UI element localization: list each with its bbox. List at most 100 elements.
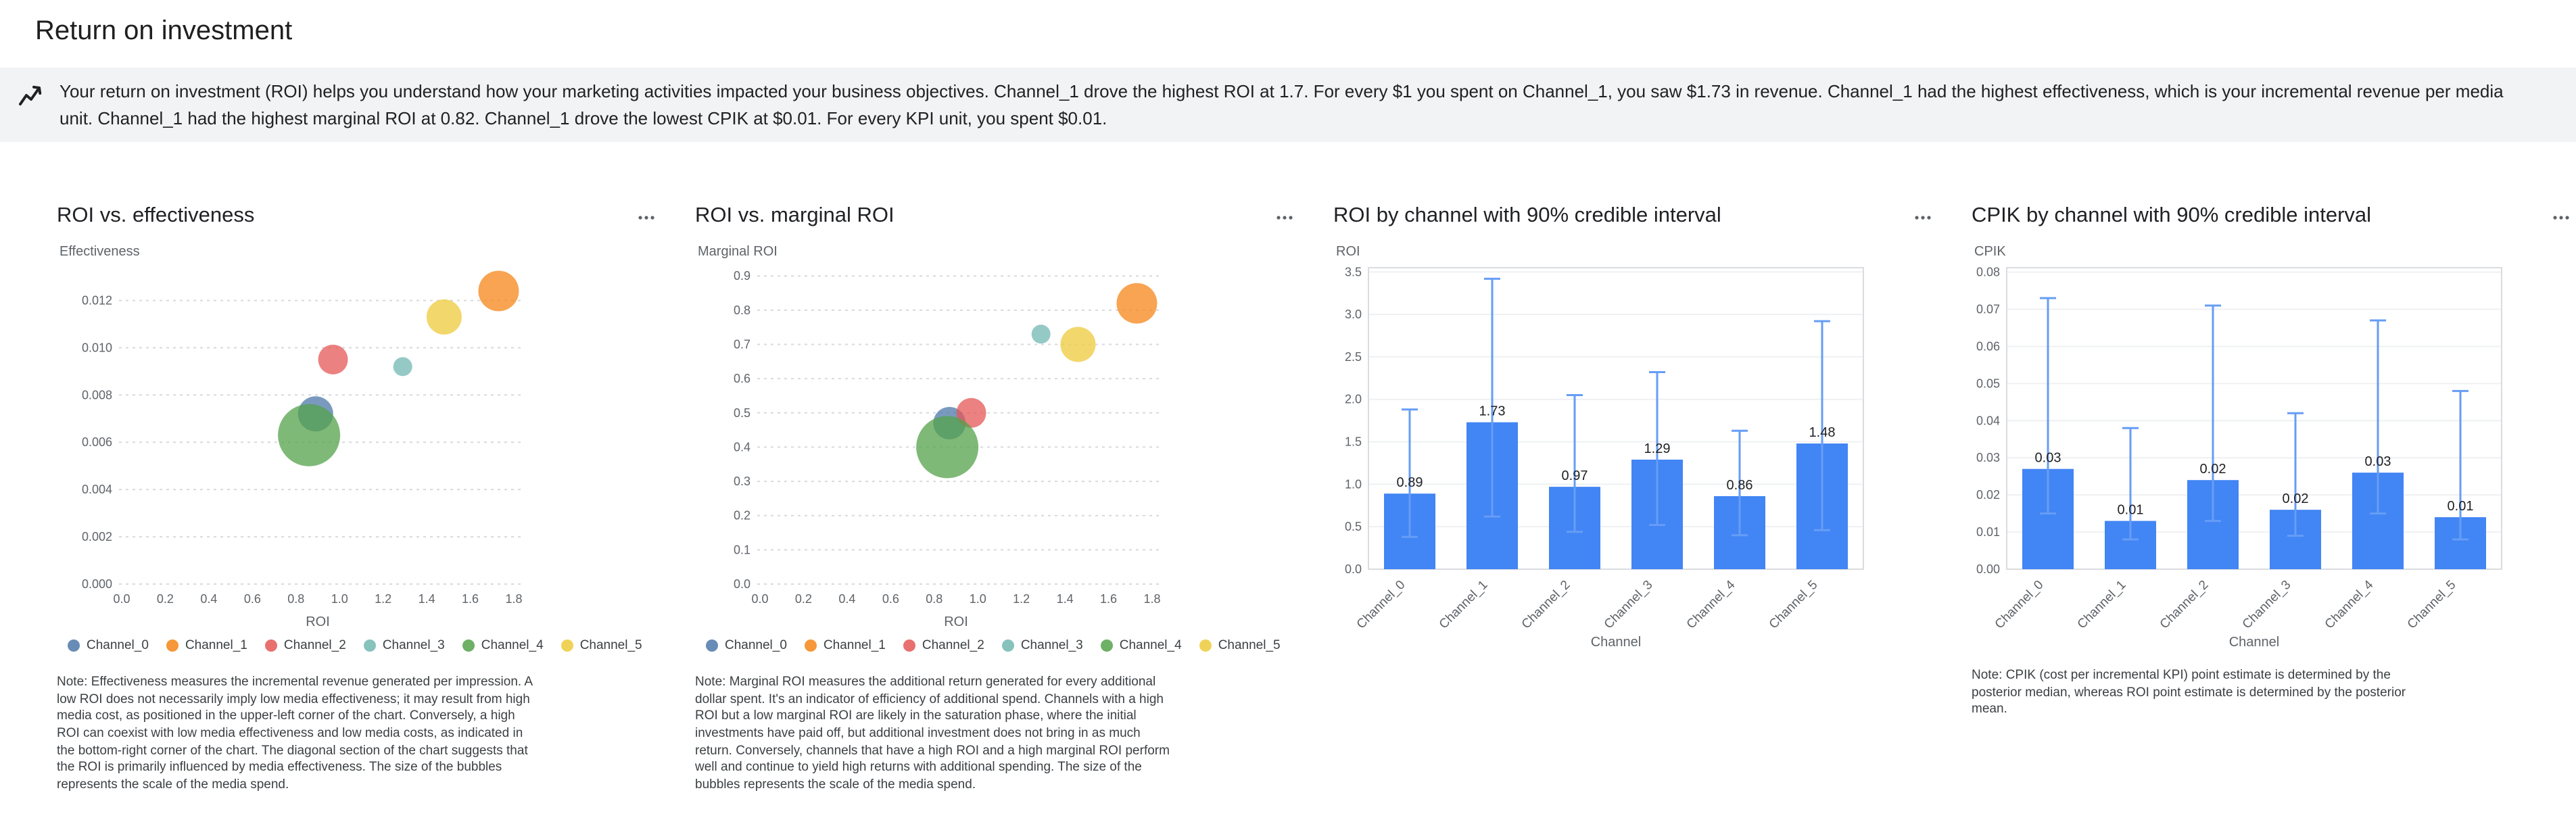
chart-note: Note: CPIK (cost per incremental KPI) po… bbox=[1972, 668, 2406, 717]
svg-text:1.0: 1.0 bbox=[1345, 477, 1362, 491]
more-horiz-icon bbox=[638, 216, 654, 220]
svg-text:1.6: 1.6 bbox=[462, 592, 479, 606]
legend-dot bbox=[1199, 639, 1212, 652]
legend-item: Channel_1 bbox=[166, 638, 247, 653]
svg-text:Channel_1: Channel_1 bbox=[2075, 578, 2129, 632]
svg-text:0.02: 0.02 bbox=[2283, 491, 2309, 506]
svg-text:0.2: 0.2 bbox=[734, 509, 750, 523]
svg-text:0.01: 0.01 bbox=[1976, 525, 2000, 539]
legend-dot bbox=[804, 639, 817, 652]
chart-card-roi-by-channel: ROI by channel with 90% credible interva… bbox=[1333, 204, 1936, 657]
more-options-button[interactable] bbox=[633, 204, 660, 231]
legend-item: Channel_5 bbox=[1199, 638, 1281, 653]
roi-vs-marginal-roi-chart: 0.0 0.1 0.2 0.3 0.4 0.5 0.6 0.7 0.8 0.9 0.0 0.2 0.4 0… bbox=[734, 269, 1161, 629]
svg-text:1.8: 1.8 bbox=[1143, 592, 1160, 606]
more-horiz-icon bbox=[1915, 216, 1931, 220]
svg-text:0.86: 0.86 bbox=[1727, 478, 1753, 493]
svg-text:Channel_4: Channel_4 bbox=[2322, 577, 2377, 631]
legend-item: Channel_2 bbox=[903, 638, 984, 653]
svg-text:Channel_3: Channel_3 bbox=[1602, 578, 1656, 632]
legend-dot bbox=[1100, 639, 1113, 652]
more-options-button[interactable] bbox=[1909, 204, 1936, 231]
chart-title: ROI vs. marginal ROI bbox=[695, 204, 895, 227]
charts-row: ROI vs. effectiveness Effectiveness 0.00… bbox=[0, 142, 2576, 794]
svg-text:1.73: 1.73 bbox=[1479, 404, 1506, 419]
svg-text:0.6: 0.6 bbox=[882, 592, 899, 606]
legend-label: Channel_1 bbox=[185, 638, 247, 653]
svg-text:0.012: 0.012 bbox=[82, 293, 112, 307]
svg-text:Channel_2: Channel_2 bbox=[1519, 578, 1573, 632]
chart-note: Note: Effectiveness measures the increme… bbox=[57, 675, 533, 792]
svg-text:1.0: 1.0 bbox=[331, 592, 348, 606]
y-axis-title: Marginal ROI bbox=[698, 245, 778, 260]
svg-text:1.6: 1.6 bbox=[1100, 592, 1117, 606]
more-options-button[interactable] bbox=[1271, 204, 1298, 231]
svg-text:0.89: 0.89 bbox=[1397, 475, 1423, 490]
legend-label: Channel_3 bbox=[382, 638, 445, 653]
svg-text:0.00: 0.00 bbox=[1976, 562, 2000, 576]
legend-label: Channel_4 bbox=[481, 638, 544, 653]
card-header: ROI vs. effectiveness bbox=[57, 204, 660, 237]
svg-text:Channel_0: Channel_0 bbox=[1354, 578, 1408, 632]
chart-title: CPIK by channel with 90% credible interv… bbox=[1972, 204, 2372, 227]
svg-text:0.03: 0.03 bbox=[2035, 451, 2061, 466]
y-axis-title: Effectiveness bbox=[59, 245, 140, 260]
page-header: Return on investment bbox=[0, 0, 2576, 47]
svg-text:0.04: 0.04 bbox=[1976, 414, 2000, 427]
legend-label: Channel_1 bbox=[823, 638, 886, 653]
legend-item: Channel_1 bbox=[804, 638, 886, 653]
svg-text:1.2: 1.2 bbox=[375, 592, 391, 606]
cpik-by-channel-chart: 0.00 0.01 0.02 0.03 0.04 0.05 0.06 0.07 0.08 0.03… bbox=[1976, 266, 2502, 650]
svg-text:0.8: 0.8 bbox=[926, 592, 943, 606]
legend-dot bbox=[1001, 639, 1014, 652]
svg-text:0.9: 0.9 bbox=[734, 269, 750, 283]
svg-text:0.7: 0.7 bbox=[734, 337, 750, 351]
legend-label: Channel_0 bbox=[725, 638, 787, 653]
svg-text:0.4: 0.4 bbox=[838, 592, 855, 606]
svg-text:0.004: 0.004 bbox=[82, 483, 112, 496]
more-horiz-icon bbox=[1277, 216, 1293, 220]
svg-text:0.5: 0.5 bbox=[734, 406, 750, 420]
roi-vs-effectiveness-chart: 0.000 0.002 0.004 0.006 0.008 0.010 0.012 0.0 0.… bbox=[82, 270, 523, 629]
svg-text:Channel_5: Channel_5 bbox=[1767, 578, 1821, 632]
card-header: ROI by channel with 90% credible interva… bbox=[1333, 204, 1936, 237]
svg-text:0.2: 0.2 bbox=[795, 592, 812, 606]
svg-text:0.000: 0.000 bbox=[82, 577, 112, 591]
svg-text:0.01: 0.01 bbox=[2448, 499, 2474, 514]
legend-item: Channel_3 bbox=[1001, 638, 1083, 653]
svg-text:1.4: 1.4 bbox=[419, 592, 435, 606]
more-options-button[interactable] bbox=[2548, 204, 2575, 231]
chart-card-roi-vs-effectiveness: ROI vs. effectiveness Effectiveness 0.00… bbox=[57, 204, 660, 794]
legend-item: Channel_4 bbox=[1100, 638, 1182, 653]
legend-label: Channel_0 bbox=[87, 638, 149, 653]
svg-text:0.6: 0.6 bbox=[734, 372, 750, 385]
svg-text:2.0: 2.0 bbox=[1345, 393, 1362, 406]
svg-text:Channel: Channel bbox=[2229, 635, 2280, 650]
svg-text:2.5: 2.5 bbox=[1345, 350, 1362, 364]
legend-label: Channel_5 bbox=[579, 638, 642, 653]
svg-text:0.4: 0.4 bbox=[734, 440, 750, 454]
svg-text:Channel: Channel bbox=[1591, 635, 1642, 650]
svg-text:0.02: 0.02 bbox=[1976, 488, 2000, 502]
svg-text:0.4: 0.4 bbox=[200, 592, 217, 606]
svg-text:0.6: 0.6 bbox=[244, 592, 261, 606]
svg-text:0.010: 0.010 bbox=[82, 341, 112, 354]
chart-card-cpik-by-channel: CPIK by channel with 90% credible interv… bbox=[1972, 204, 2575, 719]
legend-item: Channel_0 bbox=[68, 638, 149, 653]
svg-text:0.05: 0.05 bbox=[1976, 377, 2000, 390]
insight-text: Your return on investment (ROI) helps yo… bbox=[59, 81, 2504, 128]
svg-text:0.06: 0.06 bbox=[1976, 339, 2000, 353]
legend-dot bbox=[560, 639, 573, 652]
svg-text:0.8: 0.8 bbox=[287, 592, 304, 606]
svg-text:Channel_2: Channel_2 bbox=[2157, 578, 2212, 632]
more-horiz-icon bbox=[2553, 216, 2569, 220]
svg-text:0.0: 0.0 bbox=[751, 592, 768, 606]
legend-dot bbox=[462, 639, 475, 652]
legend-label: Channel_4 bbox=[1119, 638, 1182, 653]
svg-text:1.29: 1.29 bbox=[1644, 441, 1671, 456]
insights-icon bbox=[18, 82, 45, 110]
chart-note: Note: Marginal ROI measures the addition… bbox=[695, 675, 1170, 792]
chart-card-roi-vs-marginal-roi: ROI vs. marginal ROI Marginal ROI 0.0 0.1… bbox=[695, 204, 1298, 794]
svg-text:1.8: 1.8 bbox=[505, 592, 522, 606]
svg-text:0.006: 0.006 bbox=[82, 435, 112, 449]
